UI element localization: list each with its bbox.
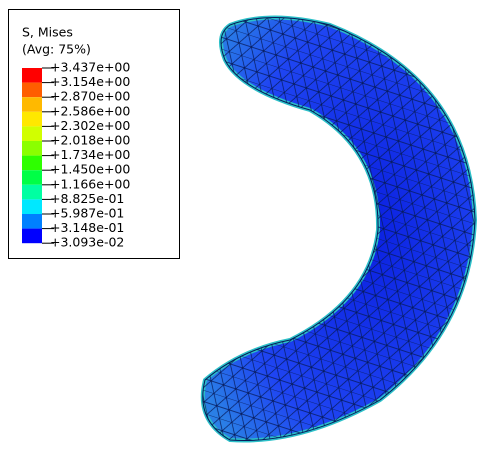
color-bar: +3.437e+00+3.154e+00+2.870e+00+2.586e+00… [22, 60, 130, 250]
color-band [22, 97, 42, 112]
legend-subtitle: (Avg: 75%) [22, 42, 91, 57]
legend-title: S, Mises [22, 25, 73, 40]
legend-label: +2.018e+00 [50, 133, 130, 148]
legend-label: +5.987e-01 [50, 206, 124, 221]
legend-label: +1.734e+00 [50, 147, 130, 162]
legend-label: +2.870e+00 [50, 89, 130, 104]
legend-label: +3.437e+00 [50, 60, 130, 75]
legend-label: +3.093e-02 [50, 235, 124, 250]
color-band [22, 229, 42, 244]
legend: S, Mises (Avg: 75%) +3.437e+00+3.154e+00… [9, 10, 180, 259]
viewport: S, Mises (Avg: 75%) +3.437e+00+3.154e+00… [0, 0, 485, 454]
color-band [22, 68, 42, 83]
color-band [22, 141, 42, 156]
legend-label: +1.450e+00 [50, 162, 130, 177]
legend-label: +2.302e+00 [50, 118, 130, 133]
legend-label: +3.148e-01 [50, 220, 124, 235]
legend-label: +8.825e-01 [50, 191, 124, 206]
color-band [22, 83, 42, 98]
color-band [22, 199, 42, 214]
mesh-lines [203, 18, 475, 441]
legend-label: +3.154e+00 [50, 74, 130, 89]
color-band [22, 214, 42, 229]
color-band [22, 170, 42, 185]
color-band [22, 156, 42, 171]
legend-label: +2.586e+00 [50, 103, 130, 118]
color-band [22, 112, 42, 127]
color-band [22, 126, 42, 141]
model [203, 18, 475, 441]
color-band [22, 185, 42, 200]
legend-label: +1.166e+00 [50, 176, 130, 191]
